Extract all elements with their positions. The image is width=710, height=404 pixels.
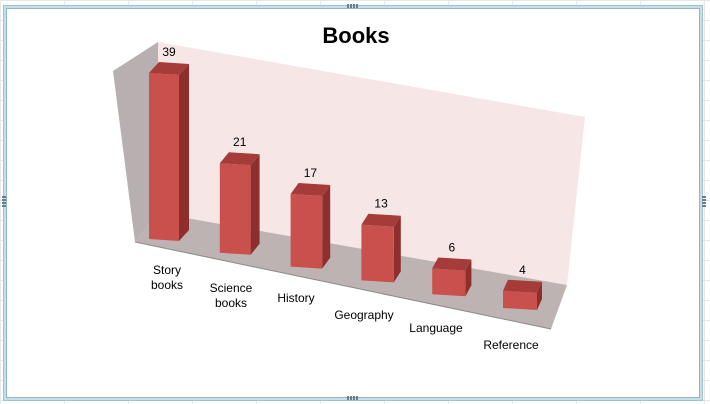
floor-edge [134,241,552,330]
bar-side [322,184,331,269]
bar-top [149,62,189,75]
category-label: History [277,291,314,305]
bar-front [149,73,179,241]
bar-front [503,290,537,310]
bar-top [219,152,260,166]
data-label: 13 [374,197,388,211]
bar-top [503,279,542,293]
resize-handle-left[interactable] [2,196,6,208]
bar-side [537,281,542,310]
data-label: 17 [304,166,318,180]
bar-side [250,154,260,255]
bar-2[interactable] [219,152,260,255]
data-label: 39 [162,45,176,59]
category-label: Story [153,263,181,277]
bar-1[interactable] [149,62,189,241]
bar-top [432,257,472,271]
resize-handle-top[interactable] [347,4,359,8]
chart-title: Books [322,23,389,48]
data-label: 21 [233,135,247,149]
category-label: Geography [334,308,393,322]
resize-handle-bottom[interactable] [347,396,359,400]
bar-side [465,259,472,297]
books-chart: 39Storybooks21Sciencebooks17History13Geo… [113,23,585,352]
bar-top [361,213,401,227]
chart-area[interactable]: 39 Story books 21 Science books 17 History 13 Geo… [6,8,700,398]
bar-top [290,182,331,196]
bar-front [219,163,251,255]
bar-5[interactable] [432,257,472,297]
category-label: Language [409,321,463,335]
data-label: 4 [519,263,526,277]
bar-6[interactable] [503,279,542,310]
category-label: Science [210,281,253,295]
category-label: Reference [483,338,539,352]
resize-handle-right[interactable] [702,196,706,208]
category-label: books [215,296,247,310]
side-wall [113,42,158,242]
back-wall [158,42,585,285]
bar-front [432,268,466,297]
bar-front [290,193,323,269]
data-label: 6 [448,240,455,254]
category-label: books [151,278,183,292]
bar-4[interactable] [361,213,401,283]
bar-front [361,224,394,283]
bar-side [179,64,189,241]
bar-3[interactable] [290,182,331,269]
bar-side [393,215,401,283]
